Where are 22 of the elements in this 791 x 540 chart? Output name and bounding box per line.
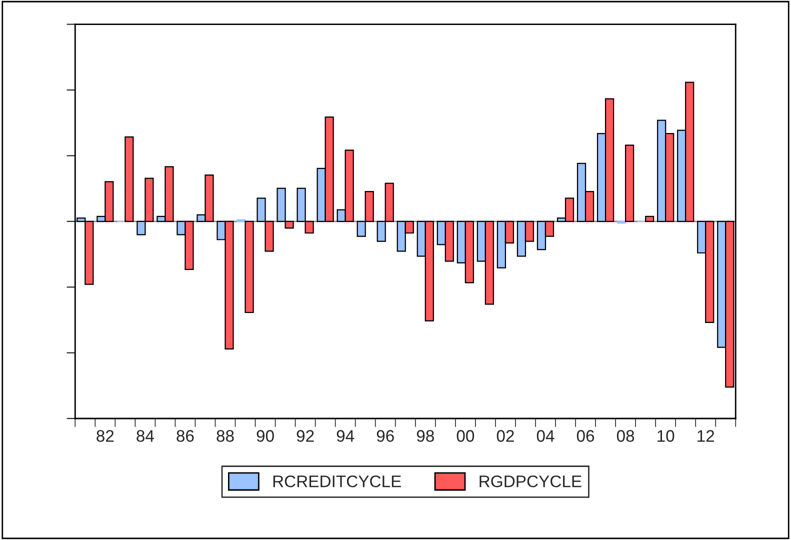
x-tick-label: 90 <box>256 430 274 442</box>
legend-label: RCREDITCYCLE <box>273 475 401 488</box>
x-tick-label: 06 <box>576 430 594 442</box>
bar <box>645 216 654 222</box>
legend-label: RGDPCYCLE <box>480 475 582 488</box>
x-tick-label: 00 <box>456 430 474 442</box>
x-tick-label: 84 <box>136 430 154 442</box>
bar <box>124 136 134 222</box>
x-tick-label: 10 <box>658 430 674 442</box>
x-tick-label: 08 <box>616 430 634 442</box>
x-tick-label: 94 <box>336 430 354 442</box>
x-tick-label: 88 <box>216 430 234 442</box>
x-tick-label: 02 <box>496 430 514 442</box>
bar <box>244 220 254 314</box>
x-tick-label: 82 <box>96 430 114 442</box>
x-tick-label: 98 <box>416 430 434 442</box>
x-tick-label: 86 <box>176 430 194 442</box>
x-tick-label: 12 <box>698 430 714 442</box>
x-tick-label: 04 <box>536 430 554 442</box>
x-tick-label: 92 <box>296 430 314 442</box>
x-tick-label: 96 <box>376 430 394 442</box>
bar <box>624 144 634 222</box>
